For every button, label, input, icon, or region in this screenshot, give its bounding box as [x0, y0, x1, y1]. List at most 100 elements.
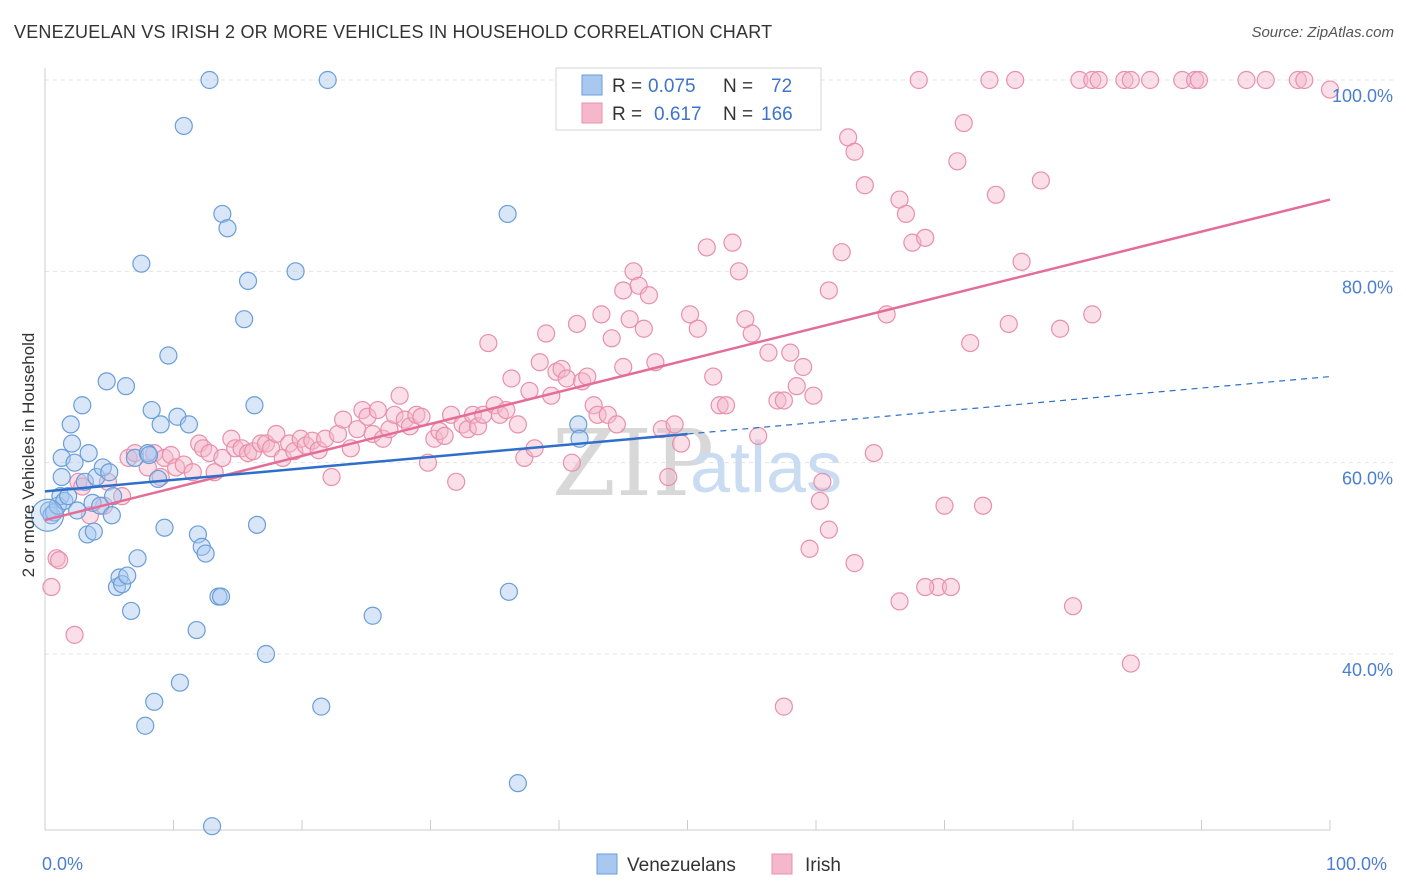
irish-point [447, 472, 466, 491]
y-tick-label: 80.0% [1342, 277, 1393, 297]
irish-point [935, 496, 954, 515]
venezuelan-point [102, 506, 121, 525]
irish-point [620, 310, 639, 329]
venezuelan-point [145, 692, 164, 711]
irish-point [1012, 252, 1031, 271]
irish-point [954, 113, 973, 133]
irish-point [567, 314, 587, 334]
irish-point [781, 343, 800, 362]
grid-lines [45, 79, 1395, 655]
venezuelan-point [116, 377, 136, 396]
watermark-zip: ZIP [552, 410, 714, 517]
irish-trend-line [44, 198, 1331, 522]
irish-point [832, 243, 851, 262]
irish-point [961, 333, 980, 353]
venezuelan-point [62, 434, 82, 453]
irish-point [845, 142, 864, 161]
irish-point [1295, 70, 1314, 90]
irish-point [624, 262, 643, 281]
irish-point [723, 233, 742, 252]
irish-point [328, 424, 348, 444]
irish-point [530, 353, 549, 372]
irish-point [562, 453, 581, 472]
venezuelan-point [508, 774, 527, 793]
source-credit: Source: ZipAtlas.com [1251, 24, 1394, 41]
venezuelan-point [104, 487, 123, 506]
venezuelan-point [247, 515, 267, 534]
irish-point [125, 444, 145, 463]
irish-point [1121, 654, 1140, 673]
venezuelan-point [151, 415, 170, 434]
legend-bottom-swatch-venezuelans [596, 853, 618, 875]
irish-point [909, 70, 928, 90]
irish-point [508, 415, 527, 434]
venezuelan-point [100, 463, 119, 482]
irish-point [639, 286, 659, 305]
legend-series: Venezuelans Irish [596, 853, 841, 876]
irish-point [385, 405, 404, 424]
venezuelan-point [179, 415, 199, 434]
venezuelan-trend-line [44, 432, 688, 493]
irish-point [1083, 305, 1102, 324]
venezuelan-point [52, 467, 71, 487]
irish-point [819, 281, 838, 300]
irish-point [659, 467, 678, 487]
venezuelan-point [84, 522, 103, 541]
venezuelan-trend-extension [687, 375, 1331, 435]
venezuelan-point [112, 575, 132, 594]
irish-point [588, 405, 607, 424]
venezuelan-point [245, 396, 264, 415]
venezuelan-point [170, 673, 190, 692]
irish-point [1256, 70, 1275, 90]
irish-point [890, 592, 909, 611]
venezuelan-point [235, 310, 254, 329]
irish-point [251, 434, 270, 453]
irish-point [973, 496, 993, 515]
irish-point [896, 204, 916, 224]
irish-point [794, 357, 813, 377]
legend-stats: R = 0.075 N = 72 R = 0.617 N = 166 [555, 67, 822, 131]
venezuelan-point [75, 472, 94, 491]
venezuelan-point [61, 415, 80, 434]
x-tick-min: 0.0% [42, 854, 83, 874]
venezuelan-point [142, 400, 161, 420]
irish-point [688, 319, 707, 338]
venezuelan-point [286, 262, 305, 281]
irish-point [1288, 70, 1307, 90]
irish-point [759, 343, 778, 362]
venezuelan-point [174, 116, 193, 136]
irish-point [267, 424, 286, 444]
irish-point [557, 369, 576, 388]
irish-point [787, 377, 806, 396]
irish-point [65, 625, 84, 644]
irish-point [1140, 70, 1160, 90]
legend-bottom-label-irish: Irish [805, 855, 841, 876]
y-axis-label: 2 or more Vehicles in Household [19, 333, 38, 578]
venezuelan-point [148, 469, 168, 489]
irish-point [412, 407, 431, 426]
irish-point [614, 357, 633, 377]
irish-point [916, 577, 935, 597]
venezuelan-point [79, 444, 98, 463]
irish-point [547, 362, 566, 381]
legend-bottom-label-venezuelans: Venezuelans [627, 855, 736, 876]
irish-point [213, 448, 232, 467]
venezuelan-point [196, 544, 215, 563]
y-tick-label: 60.0% [1342, 469, 1393, 489]
watermark-atlas: atlas [690, 428, 842, 508]
irish-point [928, 577, 948, 597]
irish-point [183, 463, 202, 482]
irish-point [592, 305, 611, 324]
irish-point [607, 415, 626, 434]
x-tick-max: 100.0% [1326, 854, 1387, 874]
irish-point [1185, 70, 1205, 90]
venezuelan-point [569, 415, 588, 434]
venezuelan-point [132, 254, 151, 273]
irish-point [1115, 70, 1134, 90]
irish-point [1083, 70, 1102, 90]
legend-r-label-2: R = [612, 104, 642, 125]
irish-point [1063, 597, 1083, 616]
irish-point [368, 400, 387, 420]
venezuelan-point [121, 601, 141, 621]
